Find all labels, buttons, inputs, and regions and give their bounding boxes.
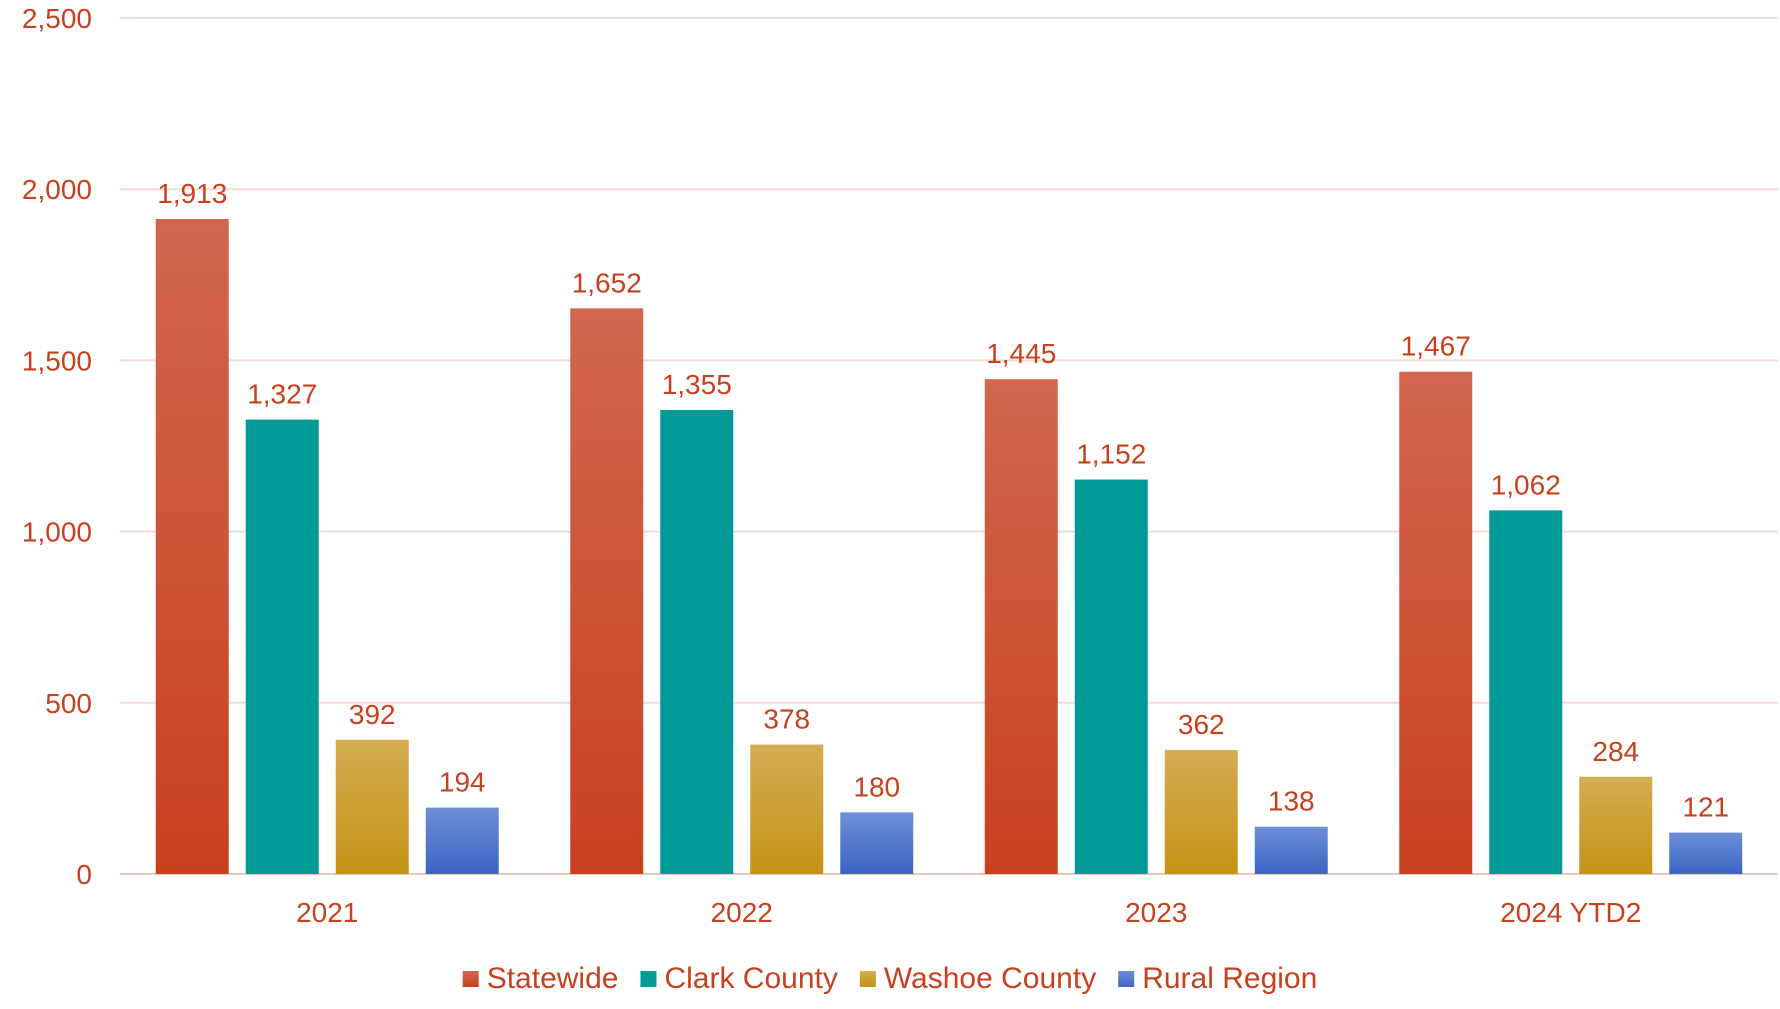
legend-item-clark-county: Clark County (640, 962, 838, 995)
data-label: 1,062 (1491, 469, 1561, 500)
data-label: 1,445 (986, 338, 1056, 369)
legend-swatch (640, 971, 657, 987)
legend-swatch (859, 971, 876, 987)
bar-clark-county-2021 (245, 419, 319, 874)
bar-statewide-2021 (155, 218, 229, 875)
legend-label: Clark County (664, 962, 837, 995)
bar-clark-county-2023 (1074, 479, 1148, 874)
data-label: 1,467 (1401, 331, 1471, 362)
y-tick-label: 2,000 (22, 174, 92, 205)
bar-rural-region-2022 (840, 812, 914, 874)
x-tick-label: 2024 YTD2 (1500, 897, 1641, 928)
legend-label: Rural Region (1142, 962, 1317, 995)
x-axis-ticks: 2021 2022 2023 2024 YTD2 (296, 897, 1641, 928)
bar-washoe-county-2024-ytd2 (1579, 776, 1653, 874)
data-label: 1,355 (662, 369, 732, 400)
data-label: 194 (439, 767, 486, 798)
y-axis-ticks: 0 500 1,000 1,500 2,000 2,500 (22, 3, 92, 890)
legend: Statewide Clark County Washoe County Rural … (462, 962, 1317, 995)
data-label: 362 (1178, 709, 1225, 740)
bar-rural-region-2021 (425, 807, 499, 874)
data-label: 1,152 (1076, 439, 1146, 470)
bar-rural-region-2023 (1254, 826, 1328, 874)
data-label: 284 (1592, 736, 1639, 767)
data-label: 1,327 (247, 379, 317, 410)
legend-swatch (1118, 971, 1135, 987)
x-tick-label: 2022 (711, 897, 773, 928)
data-label: 121 (1682, 792, 1729, 823)
bar-statewide-2023 (984, 379, 1058, 874)
data-label: 1,652 (572, 267, 642, 298)
bar-clark-county-2024-ytd2 (1489, 510, 1563, 874)
y-tick-label: 1,000 (22, 517, 92, 548)
bar-washoe-county-2021 (335, 739, 409, 874)
bar-statewide-2022 (570, 308, 644, 874)
legend-swatch (462, 971, 479, 987)
legend-item-rural-region: Rural Region (1118, 962, 1317, 995)
data-label: 1,913 (157, 178, 227, 209)
y-tick-label: 500 (45, 688, 92, 719)
legend-label: Statewide (487, 962, 619, 995)
data-label: 392 (349, 699, 396, 730)
y-tick-label: 0 (76, 859, 92, 890)
data-label: 138 (1268, 786, 1315, 817)
legend-item-washoe-county: Washoe County (859, 962, 1096, 995)
bar-statewide-2024-ytd2 (1399, 371, 1473, 874)
data-label: 378 (763, 704, 810, 735)
bar-rural-region-2024-ytd2 (1669, 832, 1743, 874)
x-tick-label: 2023 (1125, 897, 1187, 928)
y-tick-label: 2,500 (22, 3, 92, 34)
x-tick-label: 2021 (296, 897, 358, 928)
bar-washoe-county-2023 (1164, 750, 1238, 874)
data-labels: 1,913 1,327 392 194 1,652 1,355 378 180 1,445 1,1… (157, 178, 1729, 823)
data-label: 180 (853, 771, 900, 802)
y-tick-label: 1,500 (22, 345, 92, 376)
bar-clark-county-2022 (660, 410, 734, 874)
bars (155, 218, 1743, 875)
legend-label: Washoe County (884, 962, 1096, 995)
legend-item-statewide: Statewide (462, 962, 619, 995)
bar-washoe-county-2022 (750, 744, 824, 874)
